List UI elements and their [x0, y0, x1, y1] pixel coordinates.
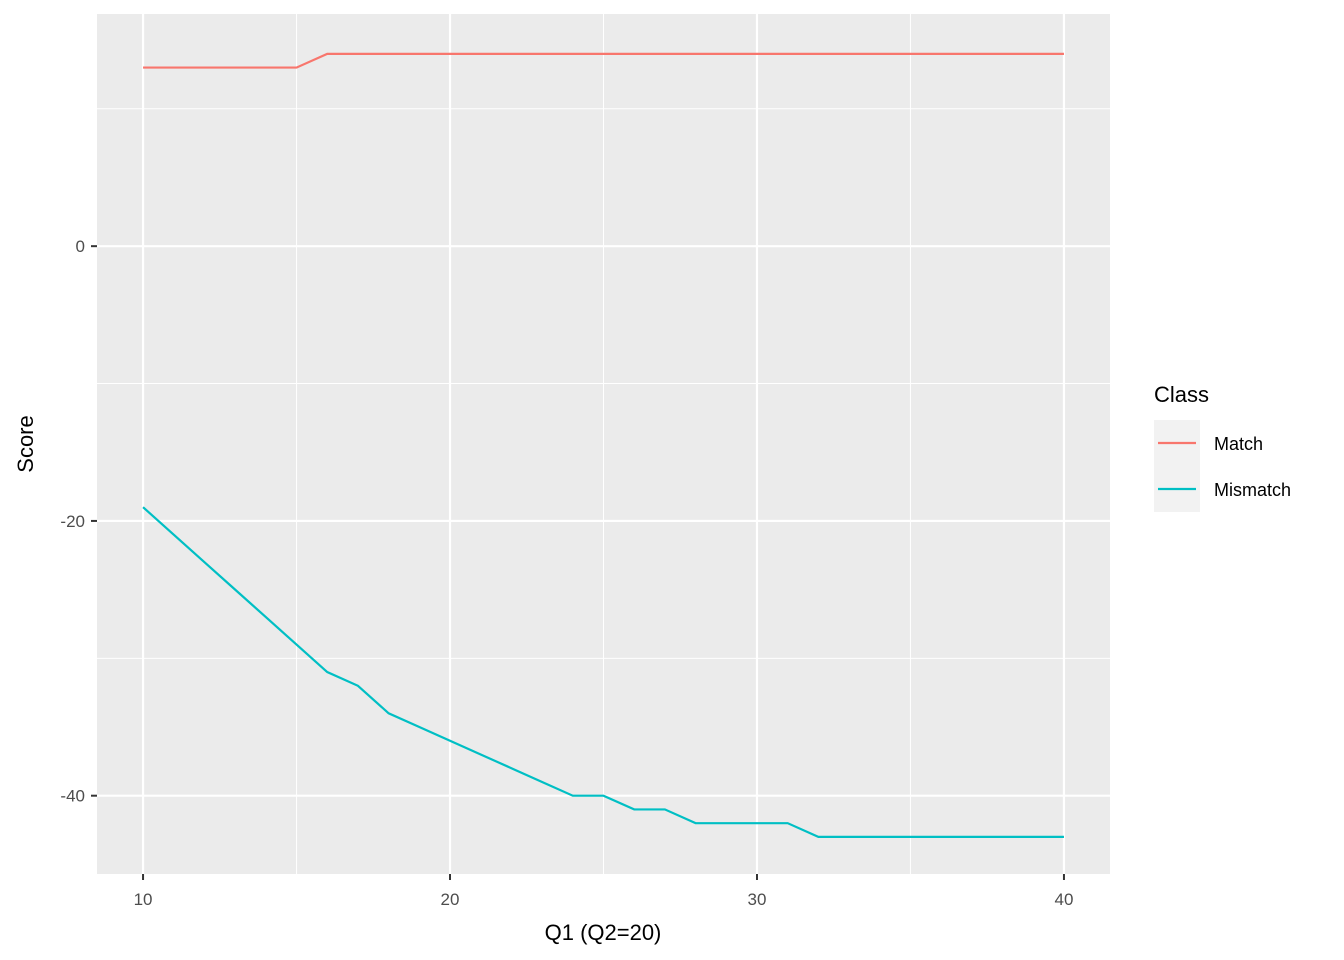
series-line-mismatch	[142, 506, 1064, 839]
grid-lines	[97, 14, 1110, 874]
x-tick-label: 20	[441, 890, 460, 909]
x-tick-label: 40	[1054, 890, 1073, 909]
x-tick-label: 10	[134, 890, 153, 909]
series-lines	[142, 52, 1064, 839]
legend-label-match: Match	[1214, 434, 1263, 454]
y-tick-label: -40	[60, 787, 85, 806]
y-axis-title: Score	[13, 415, 38, 472]
x-axis-title: Q1 (Q2=20)	[545, 920, 662, 945]
axes: 10 20 30 40 0 -20 -40	[60, 237, 1073, 909]
legend-title: Class	[1154, 382, 1209, 407]
y-tick-label: 0	[76, 237, 85, 256]
series-line-match	[143, 52, 1064, 69]
legend: Class Match Mismatch	[1154, 382, 1291, 512]
x-tick-label: 30	[748, 890, 767, 909]
y-tick-label: -20	[60, 512, 85, 531]
legend-label-mismatch: Mismatch	[1214, 480, 1291, 500]
